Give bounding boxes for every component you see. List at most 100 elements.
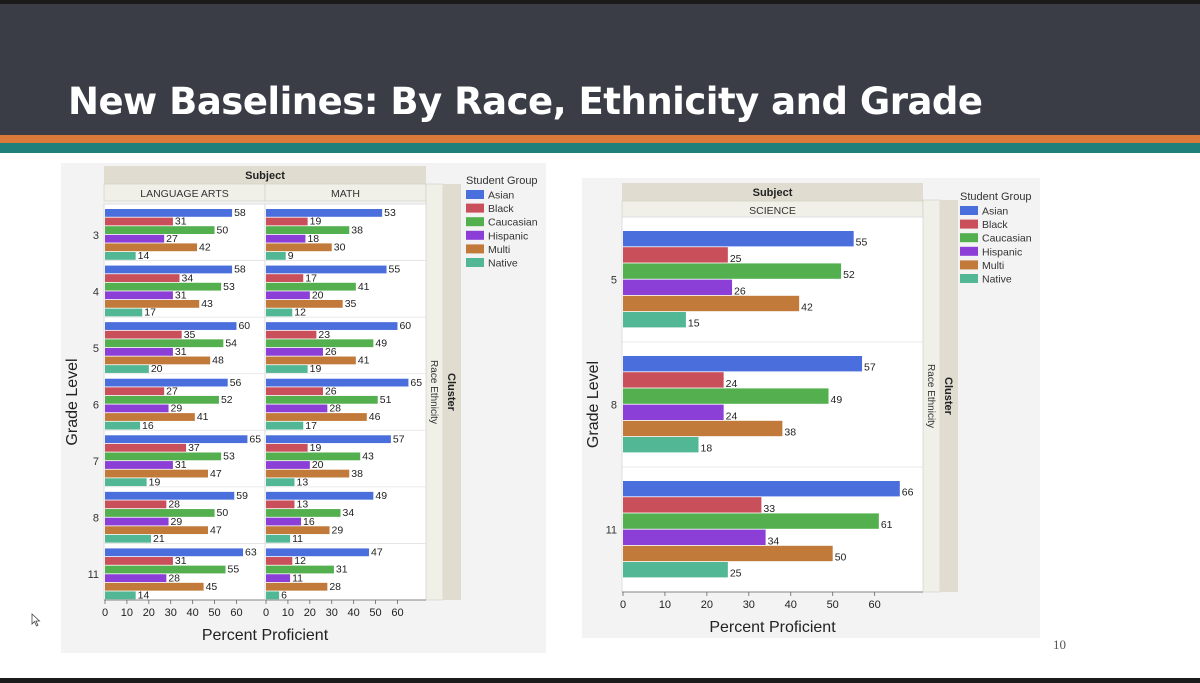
cluster-header-strip [443, 184, 461, 600]
bar-value-label: 12 [294, 307, 306, 319]
y-axis-title: Grade Level [585, 361, 602, 448]
bar-hispanic [105, 517, 169, 526]
bar-value-label: 31 [175, 459, 187, 471]
bar-value-label: 42 [199, 242, 211, 254]
bar-asian [105, 435, 248, 444]
bar-hispanic [266, 404, 328, 413]
bar-asian [266, 378, 409, 387]
bar-value-label: 18 [700, 443, 712, 455]
legend-label-asian: Asian [982, 206, 1008, 218]
cluster-value-label: Race Ethnicity [428, 360, 439, 424]
panel-header-label: LANGUAGE ARTS [140, 188, 229, 200]
bar-value-label: 31 [175, 289, 187, 301]
panel-header-label: SCIENCE [749, 205, 796, 217]
bar-multi [266, 243, 332, 252]
bar-value-label: 55 [389, 264, 401, 276]
bar-value-label: 23 [318, 329, 330, 341]
bar-value-label: 25 [730, 568, 742, 580]
bar-value-label: 41 [358, 355, 370, 367]
bar-black [105, 274, 180, 282]
bar-asian [105, 265, 233, 274]
bar-value-label: 66 [902, 487, 914, 499]
chart-language-arts-math: Subject LANGUAGE ARTS MATH Race Ethnicity Cl… [61, 163, 546, 653]
bar-value-label: 50 [217, 507, 229, 519]
bar-value-label: 42 [801, 302, 813, 314]
bar-asian [623, 356, 863, 372]
bar-value-label: 24 [726, 378, 738, 390]
page-number: 10 [1053, 637, 1066, 652]
bar-multi [266, 582, 328, 591]
bar-native [105, 591, 136, 600]
bar-value-label: 41 [358, 281, 370, 293]
bar-value-label: 16 [303, 516, 315, 528]
bar-hispanic [105, 404, 169, 413]
plot-area [621, 216, 924, 593]
bar-value-label: 17 [305, 272, 317, 284]
bar-native [266, 534, 291, 543]
bar-value-label: 65 [249, 433, 261, 445]
x-axis-title: Percent Proficient [709, 619, 836, 636]
bar-hispanic [623, 529, 766, 545]
x-tick-label: 40 [785, 599, 797, 611]
bar-value-label: 31 [175, 346, 187, 358]
legend-label-multi: Multi [488, 244, 510, 256]
subject-header-bg [622, 183, 923, 201]
bar-asian [105, 322, 237, 330]
bar-asian [266, 322, 398, 330]
bar-multi [105, 413, 195, 421]
bar-multi [105, 299, 200, 308]
bar-value-label: 53 [223, 281, 235, 293]
bar-hispanic [623, 279, 733, 295]
x-tick-label: 20 [701, 599, 713, 611]
x-tick-label: 20 [304, 607, 316, 619]
bottom-border [0, 678, 1200, 683]
top-border [0, 0, 1200, 4]
cluster-header-strip [940, 200, 958, 592]
bar-value-label: 29 [171, 403, 183, 415]
bar-black [105, 557, 173, 565]
grade-tick-label: 5 [611, 275, 617, 287]
bar-value-label: 14 [138, 250, 150, 262]
bar-native [623, 312, 686, 328]
bar-value-label: 65 [410, 377, 422, 389]
x-tick-label: 50 [208, 607, 220, 619]
bar-caucasian [266, 395, 378, 404]
legend-swatch-multi [960, 260, 978, 270]
bar-black [105, 500, 167, 509]
bar-value-label: 16 [142, 420, 154, 432]
bar-value-label: 34 [182, 272, 194, 284]
bar-value-label: 59 [236, 490, 248, 502]
legend-label-caucasian: Caucasian [982, 233, 1032, 245]
bar-asian [623, 231, 854, 247]
bar-multi [105, 356, 211, 365]
bar-native [266, 421, 304, 430]
x-tick-label: 30 [743, 599, 755, 611]
x-tick-label: 10 [659, 599, 671, 611]
grade-tick-label: 8 [611, 400, 617, 412]
bar-value-label: 29 [171, 516, 183, 528]
slide-header [0, 4, 1200, 135]
bar-value-label: 47 [210, 524, 222, 536]
bar-black [623, 247, 728, 263]
bar-value-label: 19 [310, 442, 322, 454]
bar-asian [266, 435, 391, 444]
legend-label-hispanic: Hispanic [488, 230, 528, 242]
bar-value-label: 46 [369, 411, 381, 423]
grade-tick-label: 11 [88, 569, 99, 581]
bar-asian [266, 491, 374, 500]
bar-value-label: 55 [856, 237, 868, 249]
bar-value-label: 43 [362, 451, 374, 463]
bar-hispanic [266, 574, 291, 583]
bar-black [623, 497, 762, 513]
bar-multi [266, 413, 367, 421]
legend-swatch-black [960, 219, 978, 229]
x-tick-label: 10 [282, 607, 294, 619]
slide-title: New Baselines: By Race, Ethnicity and Gr… [68, 80, 983, 123]
bar-native [623, 562, 728, 578]
bar-hispanic [105, 234, 165, 243]
bar-value-label: 28 [329, 403, 341, 415]
bar-value-label: 30 [334, 242, 346, 254]
bar-value-label: 28 [329, 581, 341, 593]
x-tick-label: 40 [187, 607, 199, 619]
